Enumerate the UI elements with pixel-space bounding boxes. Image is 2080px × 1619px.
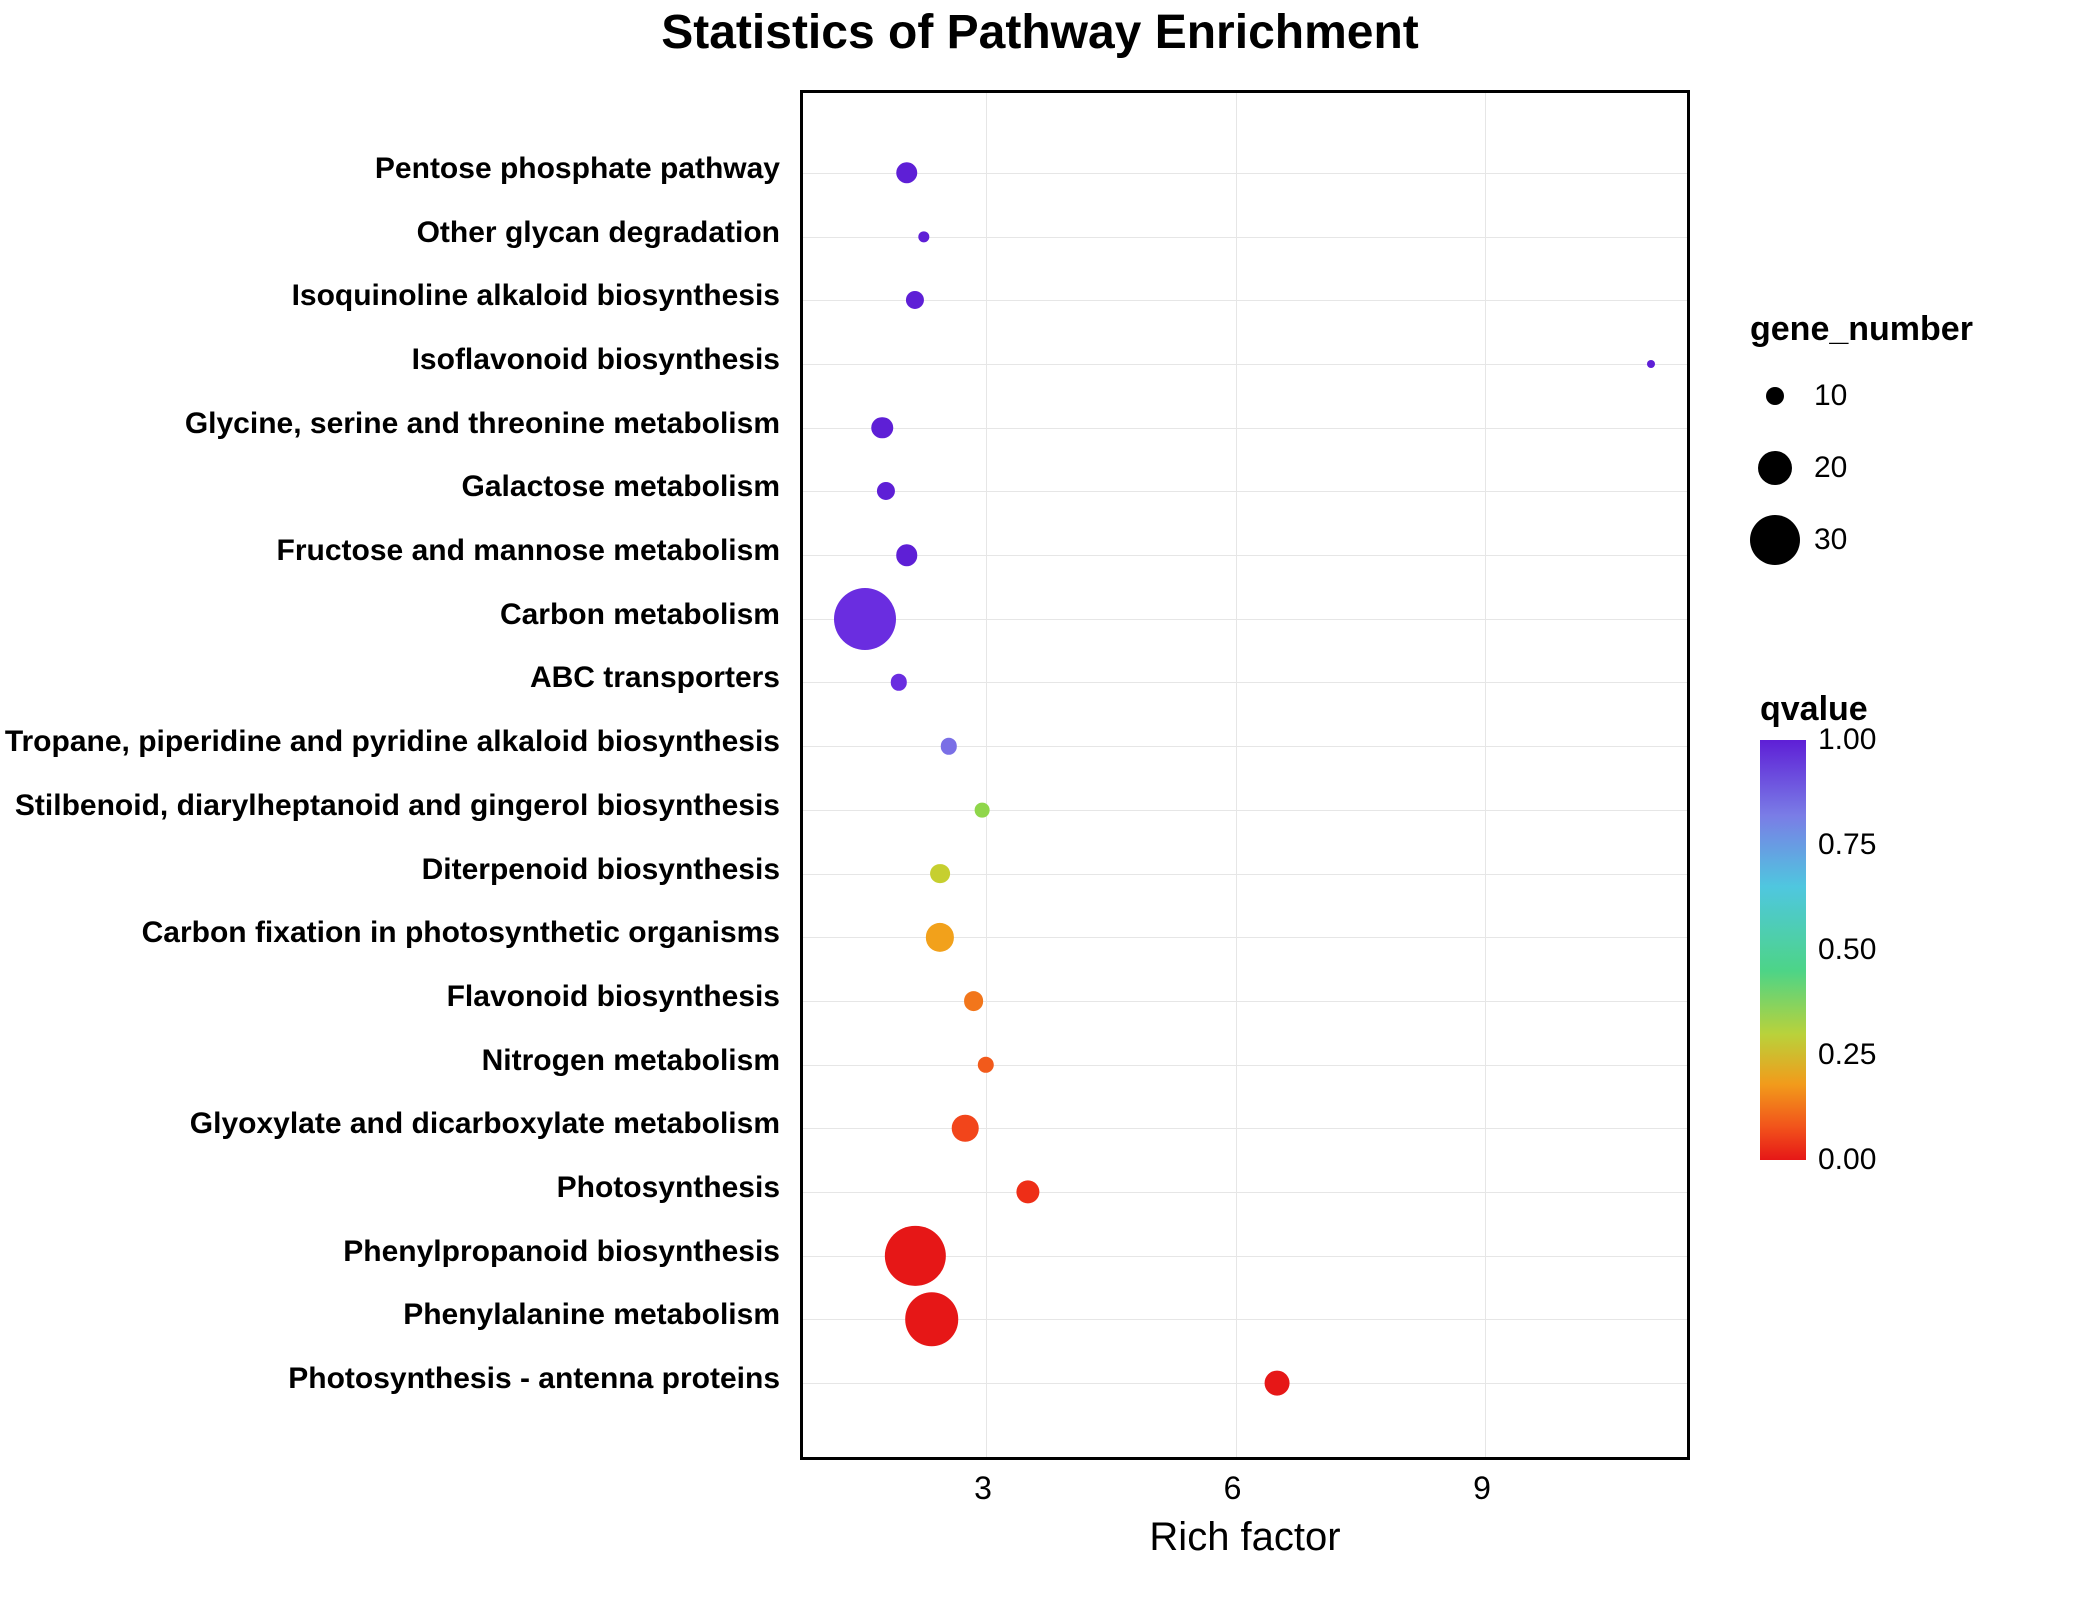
colorbar-tick-label: 0.25 [1818, 1038, 1876, 1072]
data-point [964, 991, 984, 1011]
data-point [834, 588, 896, 650]
colorbar [1760, 740, 1806, 1160]
x-tick-label: 9 [1473, 1470, 1491, 1507]
gridline-h [803, 619, 1687, 620]
size-legend-dot [1766, 387, 1784, 405]
data-point [930, 864, 950, 884]
data-point [871, 417, 893, 439]
y-tick-label: Pentose phosphate pathway [0, 152, 780, 186]
y-tick-label: Glycine, serine and threonine metabolism [0, 407, 780, 441]
data-point [1265, 1371, 1290, 1396]
size-legend-item: 10 [1750, 360, 1847, 432]
y-tick-label: Photosynthesis [0, 1171, 780, 1205]
y-tick-label: Isoflavonoid biosynthesis [0, 343, 780, 377]
colorbar-tick-label: 0.00 [1818, 1143, 1876, 1177]
gridline-h [803, 746, 1687, 747]
gridline-h [803, 428, 1687, 429]
data-point [1016, 1180, 1039, 1203]
data-point [1647, 360, 1655, 368]
y-tick-label: Stilbenoid, diarylheptanoid and gingerol… [0, 789, 780, 823]
size-legend-dot [1758, 451, 1792, 485]
size-legend-label: 10 [1814, 379, 1847, 413]
gridline-h [803, 1065, 1687, 1066]
gridline-h [803, 173, 1687, 174]
x-tick-label: 6 [1224, 1470, 1242, 1507]
y-tick-label: Photosynthesis - antenna proteins [0, 1362, 780, 1396]
x-axis-label: Rich factor [1149, 1515, 1340, 1560]
size-legend-title: gene_number [1750, 310, 1973, 349]
data-point [890, 674, 906, 690]
y-tick-label: Nitrogen metabolism [0, 1044, 780, 1078]
y-tick-label: Fructose and mannose metabolism [0, 534, 780, 568]
data-point [877, 482, 895, 500]
gridline-h [803, 810, 1687, 811]
gridline-h [803, 1192, 1687, 1193]
colorbar-tick-label: 0.75 [1818, 828, 1876, 862]
gridline-h [803, 364, 1687, 365]
gridline-h [803, 1383, 1687, 1384]
gridline-h [803, 1128, 1687, 1129]
data-point [906, 291, 924, 309]
data-point [918, 231, 929, 242]
y-tick-label: Phenylpropanoid biosynthesis [0, 1235, 780, 1269]
chart-title: Statistics of Pathway Enrichment [0, 5, 2080, 60]
chart-container: Statistics of Pathway Enrichment Pentose… [0, 0, 2080, 1619]
data-point [978, 1056, 994, 1072]
y-tick-label: Diterpenoid biosynthesis [0, 853, 780, 887]
gridline-h [803, 682, 1687, 683]
y-tick-label: Galactose metabolism [0, 470, 780, 504]
y-tick-label: Tropane, piperidine and pyridine alkaloi… [0, 725, 780, 759]
y-tick-label: Glyoxylate and dicarboxylate metabolism [0, 1107, 780, 1141]
gridline-v [1485, 93, 1486, 1457]
size-legend-item: 30 [1750, 504, 1847, 576]
y-tick-label: ABC transporters [0, 661, 780, 695]
gridline-v [986, 93, 987, 1457]
plot-area [800, 90, 1690, 1460]
gridline-h [803, 237, 1687, 238]
gridline-h [803, 300, 1687, 301]
x-tick-label: 3 [974, 1470, 992, 1507]
size-legend-dot [1750, 515, 1800, 565]
colorbar-tick-label: 1.00 [1818, 723, 1876, 757]
gridline-h [803, 555, 1687, 556]
data-point [952, 1115, 979, 1142]
y-tick-label: Carbon metabolism [0, 598, 780, 632]
data-point [926, 923, 954, 951]
gridline-v [1236, 93, 1237, 1457]
data-point [896, 544, 918, 566]
y-tick-label: Flavonoid biosynthesis [0, 980, 780, 1014]
data-point [905, 1293, 959, 1347]
size-legend-label: 30 [1814, 523, 1847, 557]
data-point [974, 802, 989, 817]
y-tick-label: Phenylalanine metabolism [0, 1298, 780, 1332]
colorbar-tick-label: 0.50 [1818, 933, 1876, 967]
gridline-h [803, 491, 1687, 492]
size-legend-item: 20 [1750, 432, 1847, 504]
y-tick-label: Other glycan degradation [0, 216, 780, 250]
y-tick-label: Carbon fixation in photosynthetic organi… [0, 916, 780, 950]
data-point [940, 738, 956, 754]
data-point [896, 162, 918, 184]
gridline-h [803, 1001, 1687, 1002]
y-tick-label: Isoquinoline alkaloid biosynthesis [0, 279, 780, 313]
size-legend-label: 20 [1814, 451, 1847, 485]
data-point [885, 1226, 945, 1286]
